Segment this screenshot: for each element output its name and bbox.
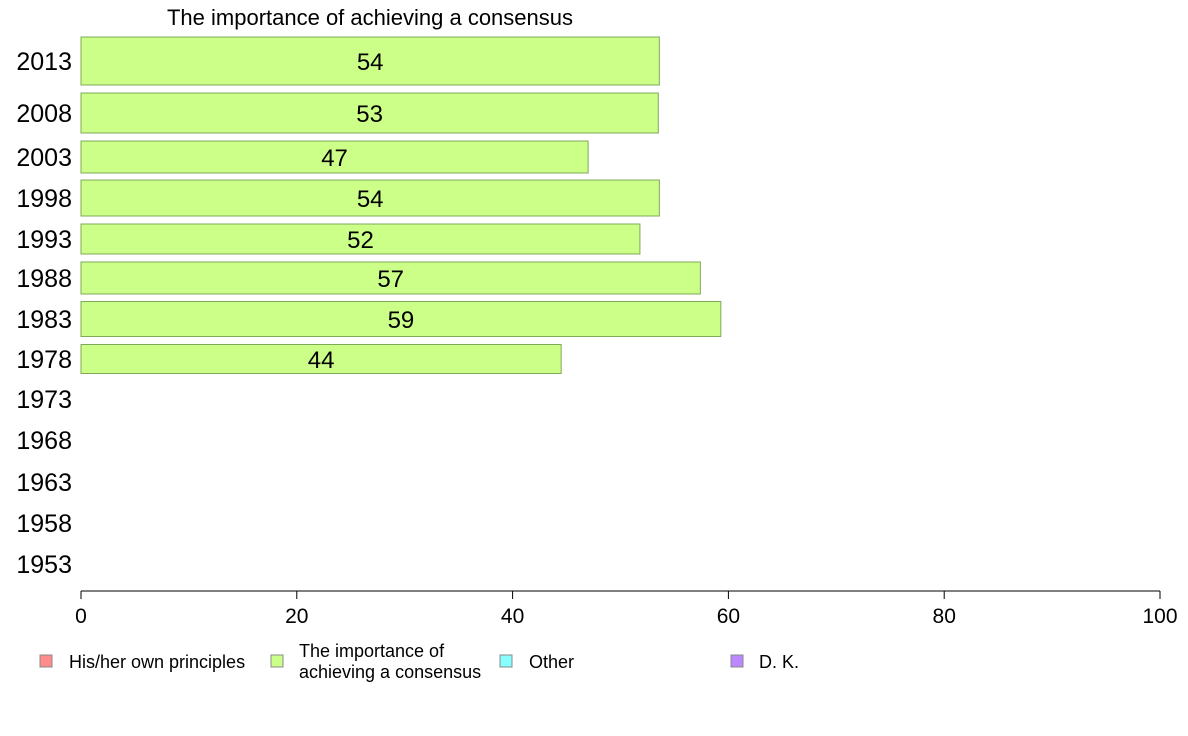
bar-value-label-2008: 53 [356, 101, 383, 128]
year-label-1978: 1978 [16, 346, 72, 374]
year-label-1998: 1998 [16, 185, 72, 213]
legend-swatch-d-k [730, 654, 744, 668]
bar-2008 [80, 92, 659, 134]
legend-swatch-other [499, 654, 513, 668]
year-label-1958: 1958 [16, 510, 72, 538]
bar-value-label-1993: 52 [347, 227, 374, 254]
year-label-1988: 1988 [16, 265, 72, 293]
bar-1983 [80, 301, 722, 337]
bar-value-label-2013: 54 [357, 49, 384, 76]
x-tick-label-80: 80 [933, 605, 956, 628]
legend-swatch-the-importance-of-achieving-a-consensus [270, 654, 284, 668]
bar-2003 [80, 140, 589, 174]
bar-value-label-1978: 44 [308, 347, 335, 374]
x-tick-label-20: 20 [285, 605, 308, 628]
bar-1978 [80, 344, 562, 374]
year-label-2003: 2003 [16, 144, 72, 172]
bar-1988 [80, 261, 701, 295]
bar-2013 [80, 36, 660, 86]
x-tick-label-40: 40 [501, 605, 524, 628]
x-tick-label-100: 100 [1142, 605, 1177, 628]
year-labels: 2013 2008 2003 1998 1993 1988 1983 1978 1973 1968… [16, 48, 72, 579]
chart-title: The importance of achieving a consensus [167, 5, 573, 30]
bar-value-label-2003: 47 [321, 145, 348, 172]
legend-label-d-k: D. K. [759, 652, 799, 672]
legend-label-other: Other [529, 652, 574, 672]
year-label-2008: 2008 [16, 100, 72, 128]
bar-1993 [80, 223, 641, 255]
bar-value-label-1988: 57 [377, 266, 404, 293]
bar-1998 [80, 179, 660, 217]
year-label-2013: 2013 [16, 48, 72, 76]
year-label-1963: 1963 [16, 469, 72, 497]
year-label-1968: 1968 [16, 427, 72, 455]
legend-label-the-importance-of-achieving-a-consensus-line-1: The importance of [299, 641, 445, 661]
year-label-1983: 1983 [16, 306, 72, 334]
year-label-1973: 1973 [16, 386, 72, 414]
x-tick-label-60: 60 [717, 605, 740, 628]
legend-label-his-her-own-principles: His/her own principles [69, 652, 245, 672]
x-axis: 0 20 40 60 80 100 [75, 590, 1178, 628]
legend-label-the-importance-of-achieving-a-consensus-line-2: achieving a consensus [299, 662, 481, 682]
legend-swatch-his-her-own-principles [39, 654, 53, 668]
x-tick-label-0: 0 [75, 605, 87, 628]
year-label-1993: 1993 [16, 226, 72, 254]
legend: His/her own principles The importance ofa… [39, 641, 799, 682]
bar-value-label-1998: 54 [357, 186, 384, 213]
year-label-1953: 1953 [16, 551, 72, 579]
bar-value-label-1983: 59 [388, 307, 415, 334]
